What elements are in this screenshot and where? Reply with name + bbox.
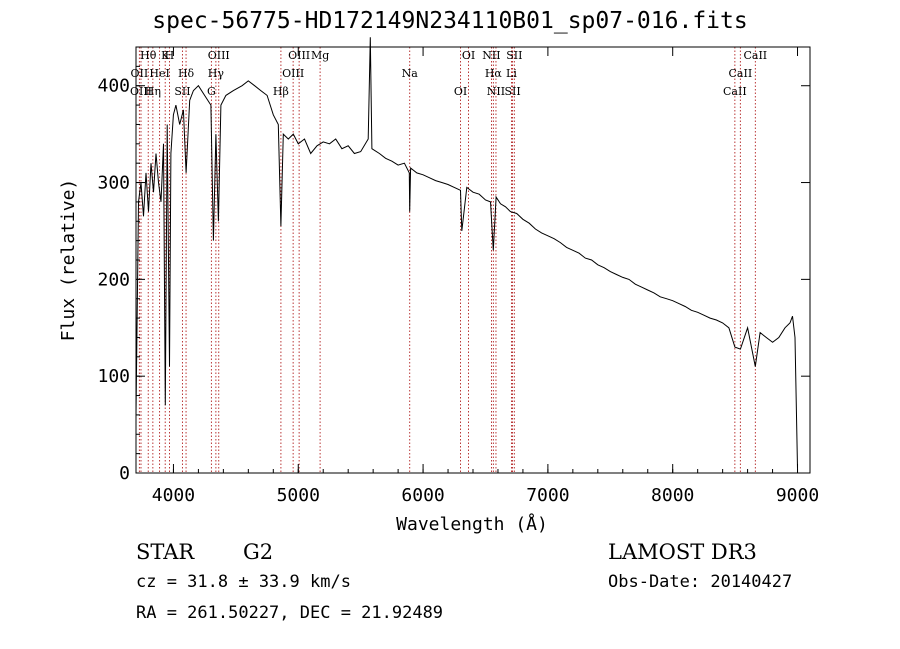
marker-label: Na <box>402 67 419 80</box>
x-tick-label: 7000 <box>526 485 569 506</box>
y-axis-label: Flux (relative) <box>58 179 79 342</box>
spectrum-line <box>135 37 798 469</box>
x-tick-label: 8000 <box>651 485 694 506</box>
x-tick-label: 6000 <box>401 485 444 506</box>
marker-label: OIII <box>130 85 152 98</box>
marker-label: SII <box>174 85 190 98</box>
object-class: STAR <box>136 540 195 564</box>
marker-label: Hθ <box>140 49 157 62</box>
marker-labels: Hθ OII OIII K HeI Hη HHδ SII OIII Hγ G OIII OIII Hβ Mg… <box>130 49 767 98</box>
marker-label: G <box>207 85 216 98</box>
marker-label: NII <box>482 49 500 62</box>
marker-label: NII <box>487 85 505 98</box>
y-tick-label: 400 <box>97 76 130 97</box>
marker-label: HeI <box>149 67 169 80</box>
marker-label: Hα <box>485 67 503 80</box>
marker-label: OIII <box>282 67 304 80</box>
coordinates: RA = 261.50227, DEC = 21.92489 <box>136 603 444 623</box>
marker-label: Li <box>506 67 517 80</box>
marker-label: CaII <box>743 49 767 62</box>
marker-label: SII <box>504 85 520 98</box>
marker-label: SII <box>506 49 522 62</box>
marker-label: Hβ <box>273 85 289 98</box>
marker-label: H <box>165 49 175 62</box>
survey-name: LAMOST DR3 <box>608 540 757 564</box>
plot-frame <box>135 46 811 474</box>
marker-label: CaII <box>729 67 753 80</box>
chart-title: spec-56775-HD172149N234110B01_sp07-016.f… <box>152 8 748 34</box>
x-tick-label: 4000 <box>152 485 195 506</box>
marker-label: OI <box>462 49 475 62</box>
marker-label: Hη <box>145 85 161 98</box>
axis-ticks: 4000 5000 6000 7000 8000 9000 0 100 200 300 400 <box>97 47 819 506</box>
marker-label: Mg <box>311 49 329 62</box>
object-subclass: G2 <box>243 540 274 564</box>
line-markers <box>138 47 756 473</box>
observation-date: Obs-Date: 20140427 <box>608 572 793 592</box>
x-tick-label: 5000 <box>277 485 320 506</box>
redshift-cz: cz = 31.8 ± 33.9 km/s <box>136 572 351 592</box>
marker-label: Hδ <box>178 67 195 80</box>
x-axis-label: Wavelength (Å) <box>396 513 548 535</box>
marker-label: K <box>161 49 170 62</box>
y-tick-label: 100 <box>97 366 130 387</box>
marker-label: OIII <box>208 49 230 62</box>
marker-label: Hγ <box>208 67 225 80</box>
marker-label: OI <box>454 85 467 98</box>
x-tick-label: 9000 <box>776 485 819 506</box>
marker-label: CaII <box>723 85 747 98</box>
marker-label: OII <box>131 67 149 80</box>
marker-label: OIII <box>288 49 310 62</box>
y-tick-label: 0 <box>119 463 130 484</box>
y-tick-label: 200 <box>97 269 130 290</box>
y-tick-label: 300 <box>97 173 130 194</box>
series-layer <box>135 37 798 469</box>
